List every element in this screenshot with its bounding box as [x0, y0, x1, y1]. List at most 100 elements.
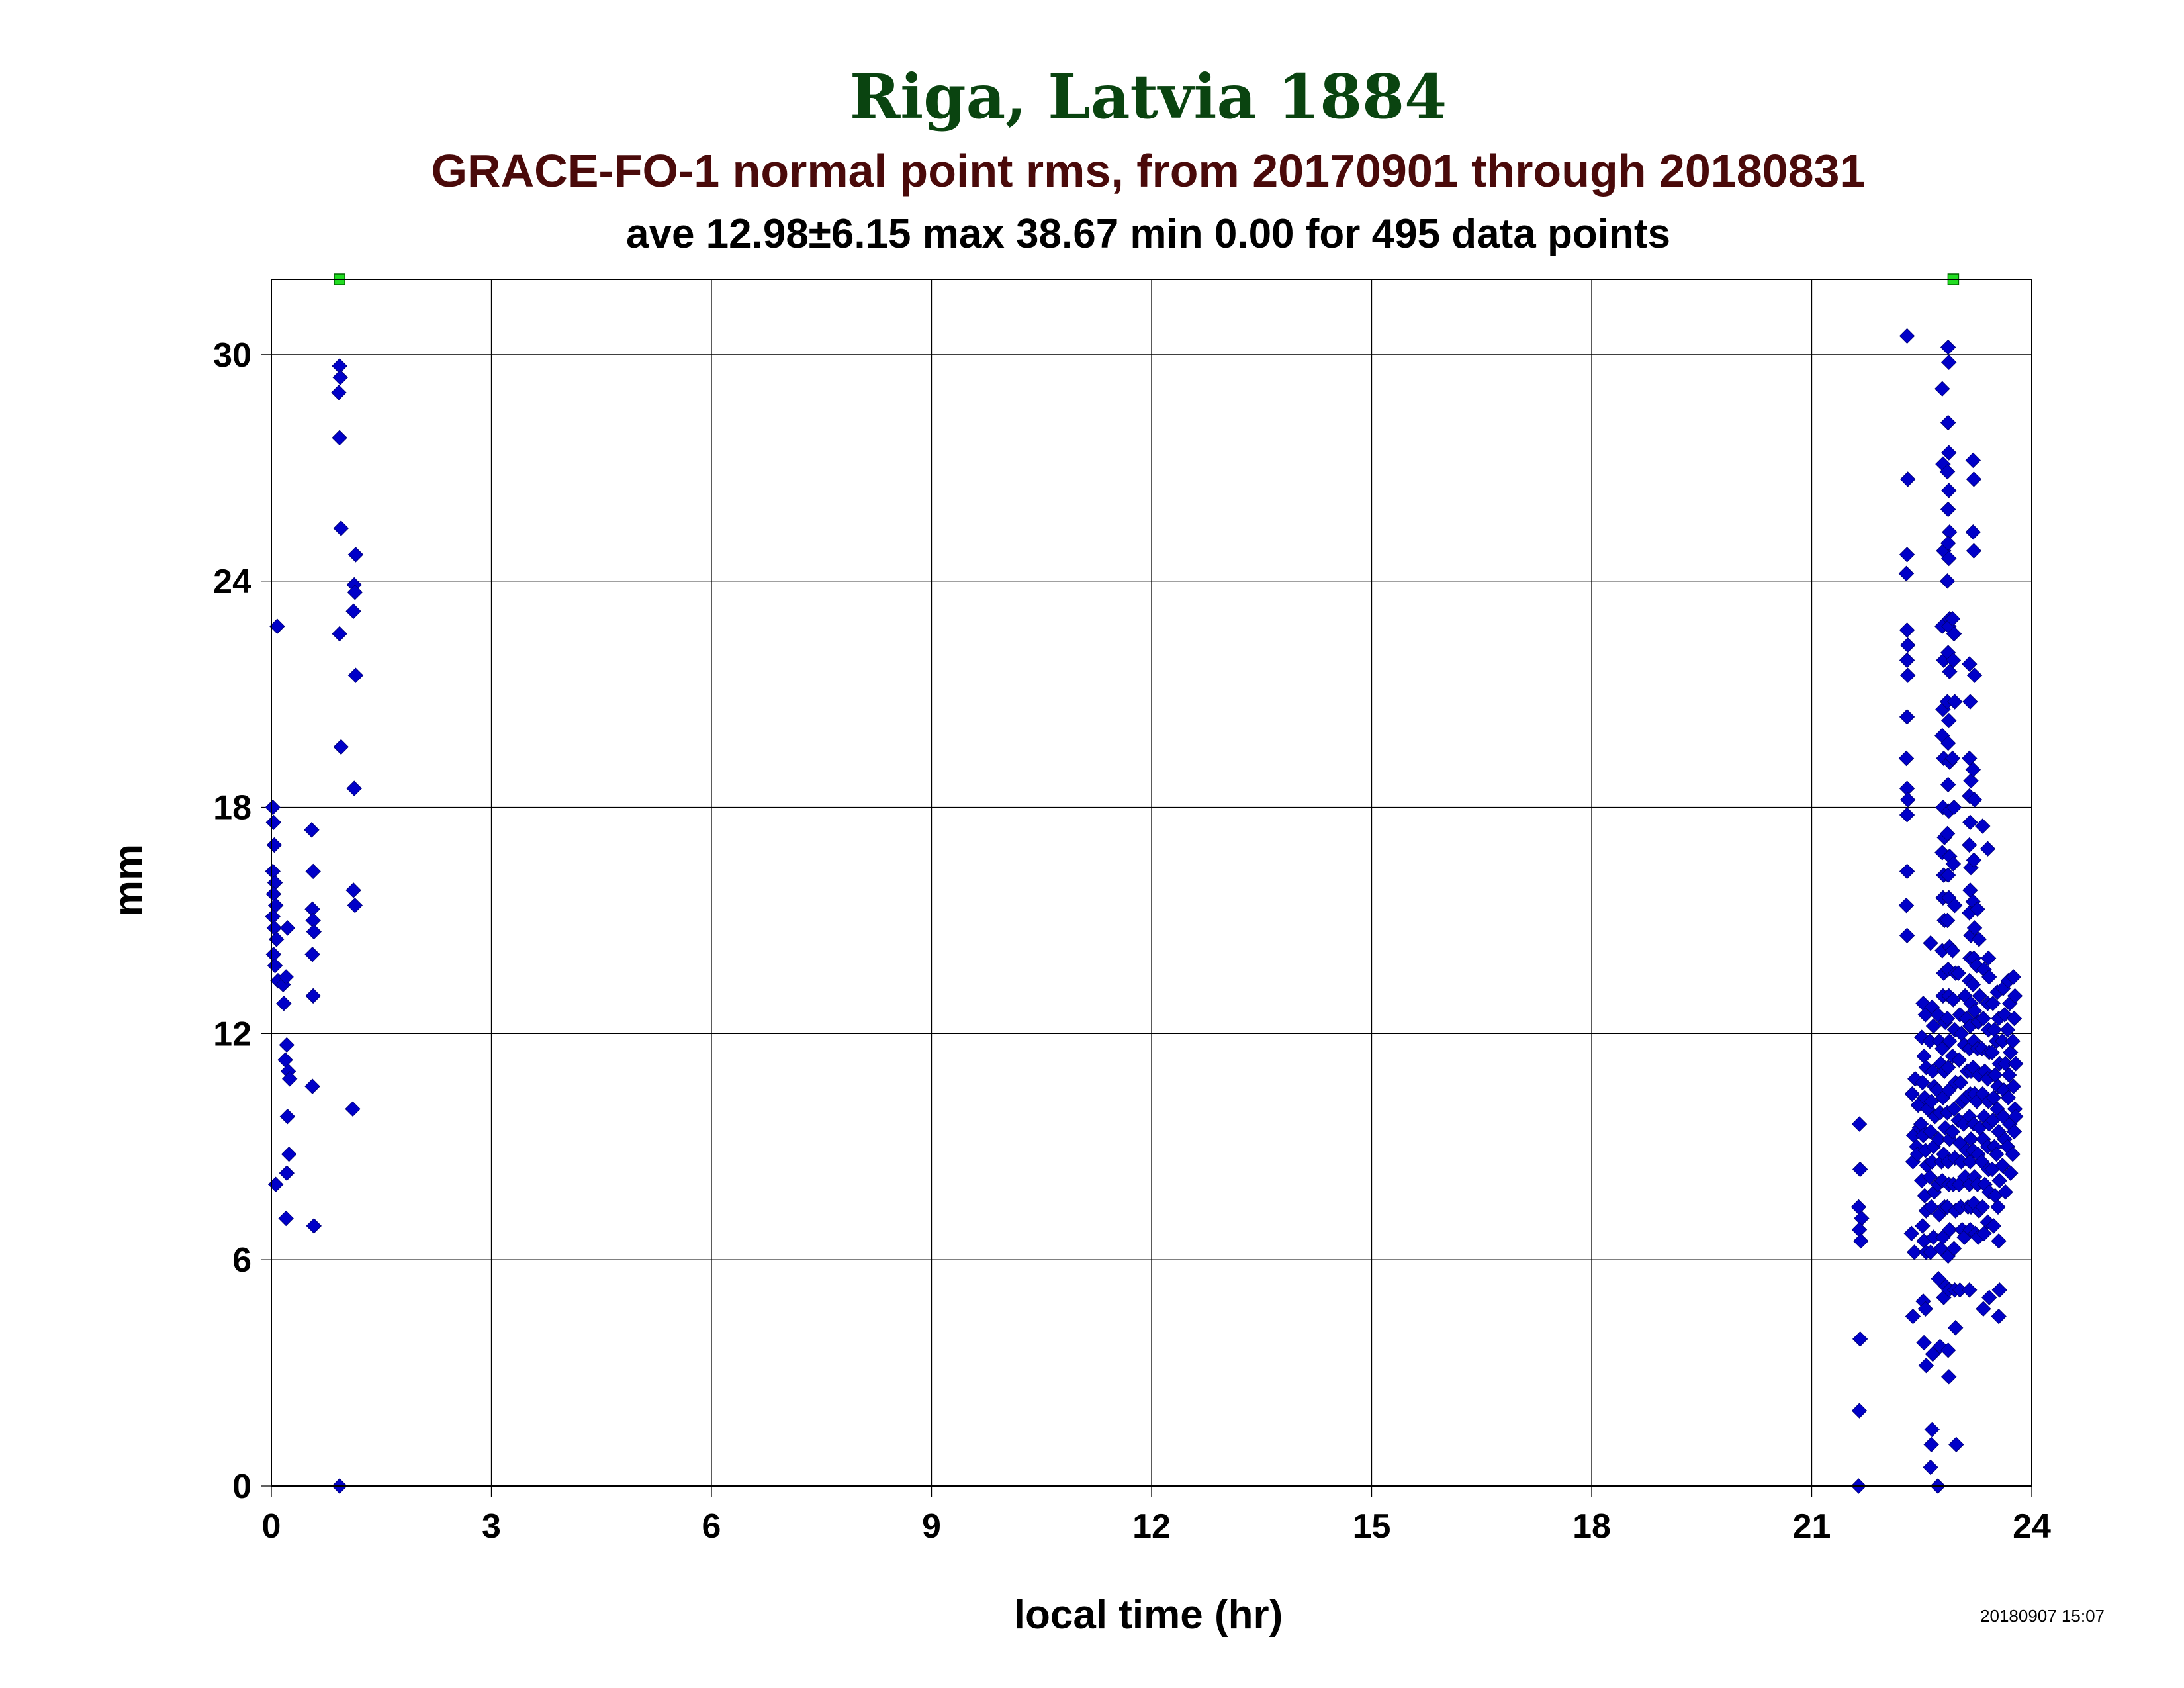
x-tick-label: 3: [482, 1507, 501, 1546]
data-point: [1851, 1403, 1868, 1419]
data-point: [1915, 1218, 1931, 1234]
chart-stats-line: ave 12.98±6.15 max 38.67 min 0.00 for 49…: [626, 211, 1670, 257]
data-point: [1923, 935, 1938, 951]
data-point: [1915, 1074, 1931, 1091]
data-point: [1899, 622, 1915, 638]
data-point: [1945, 992, 1962, 1008]
data-point: [1853, 1233, 1869, 1249]
x-tick-label: 15: [1353, 1507, 1391, 1546]
data-point: [1916, 1048, 1932, 1064]
data-point: [1939, 1010, 1956, 1027]
data-point: [1898, 897, 1915, 914]
data-point: [2001, 1067, 2017, 1083]
data-point: [1950, 965, 1966, 981]
data-point: [1942, 1033, 1958, 1049]
data-point: [1975, 818, 1991, 834]
data-point: [1962, 656, 1978, 672]
data-point: [282, 1071, 298, 1087]
data-point: [333, 520, 349, 536]
data-point: [1898, 565, 1915, 582]
y-tick-label: 18: [213, 789, 251, 827]
data-point: [1898, 750, 1915, 767]
data-point: [1940, 414, 1956, 431]
data-point: [279, 1037, 295, 1053]
data-point: [1923, 1459, 1938, 1476]
data-point: [1946, 897, 1963, 914]
data-point: [1981, 1289, 1997, 1305]
data-point: [1962, 882, 1978, 898]
data-point: [265, 886, 282, 902]
data-point: [1945, 652, 1962, 669]
data-point: [1934, 381, 1950, 397]
data-point: [1981, 969, 1997, 985]
data-point: [345, 1101, 361, 1117]
data-point: [1899, 927, 1915, 943]
data-point: [277, 1052, 293, 1068]
data-point: [1899, 547, 1915, 563]
data-point: [1939, 912, 1956, 929]
x-tick-label: 6: [702, 1507, 721, 1546]
data-point: [1942, 1221, 1958, 1238]
data-point: [1899, 792, 1916, 808]
y-tick-labels: 0 6 12 18 24 30: [213, 336, 251, 1506]
data-point: [1965, 524, 1981, 540]
data-point: [1899, 863, 1915, 880]
data-point: [1940, 339, 1956, 355]
data-point: [1899, 807, 1915, 823]
data-point: [1917, 1301, 1933, 1317]
x-tick-labels: 0 3 6 9 12 15 18 21 24: [262, 1507, 2051, 1546]
data-point: [1979, 841, 1996, 857]
data-point: [1899, 471, 1916, 487]
data-point: [1940, 735, 1956, 751]
data-point: [1940, 501, 1956, 518]
data-point: [1939, 825, 1956, 842]
data-point: [2003, 1045, 2019, 1060]
data-point: [1940, 536, 1956, 551]
data-point: [1946, 799, 1962, 816]
data-point: [1923, 1199, 1939, 1215]
data-point: [1941, 712, 1957, 729]
data-point: [1965, 976, 1981, 993]
data-point: [1916, 1335, 1932, 1351]
chart-title: Riga, Latvia 1884: [850, 61, 1447, 132]
data-point: [1903, 1225, 1919, 1242]
data-point: [1899, 637, 1916, 653]
data-point: [1922, 1169, 1938, 1185]
data-point: [1966, 667, 1983, 683]
data-point: [1984, 1045, 2000, 1060]
y-tick-label: 6: [232, 1241, 251, 1280]
data-point: [1941, 354, 1957, 371]
data-point: [1923, 1123, 1938, 1140]
data-point: [2006, 1010, 2023, 1027]
data-point: [1965, 761, 1981, 778]
data-point: [1966, 471, 1982, 487]
data-point: [1990, 1199, 2006, 1215]
data-point: [1906, 1244, 1923, 1260]
data-point: [2000, 1090, 2017, 1105]
data-point: [345, 882, 361, 898]
data-point: [279, 1165, 295, 1181]
data-point: [2003, 1165, 2019, 1181]
data-point: [1946, 694, 1963, 710]
data-point: [1994, 1158, 2011, 1174]
y-axis-label: mm: [106, 844, 152, 917]
data-point: [1999, 1021, 2016, 1038]
data-point: [1941, 550, 1957, 567]
data-point: [1991, 1233, 2007, 1249]
data-point: [1851, 1116, 1868, 1132]
x-tick-label: 0: [262, 1507, 281, 1546]
data-point: [276, 996, 292, 1011]
data-point: [306, 1218, 322, 1234]
data-point: [1952, 1074, 1969, 1091]
data-point: [1941, 445, 1957, 461]
x-tick-label: 12: [1132, 1507, 1171, 1546]
data-point: [279, 1108, 296, 1125]
data-point: [265, 799, 281, 816]
data-point: [1944, 750, 1961, 767]
data-point: [2005, 1146, 2021, 1162]
data-point: [1923, 1094, 1939, 1109]
data-point: [1962, 1154, 1978, 1170]
data-point: [278, 1210, 294, 1227]
data-point: [1975, 1199, 1991, 1215]
data-point: [347, 667, 364, 683]
